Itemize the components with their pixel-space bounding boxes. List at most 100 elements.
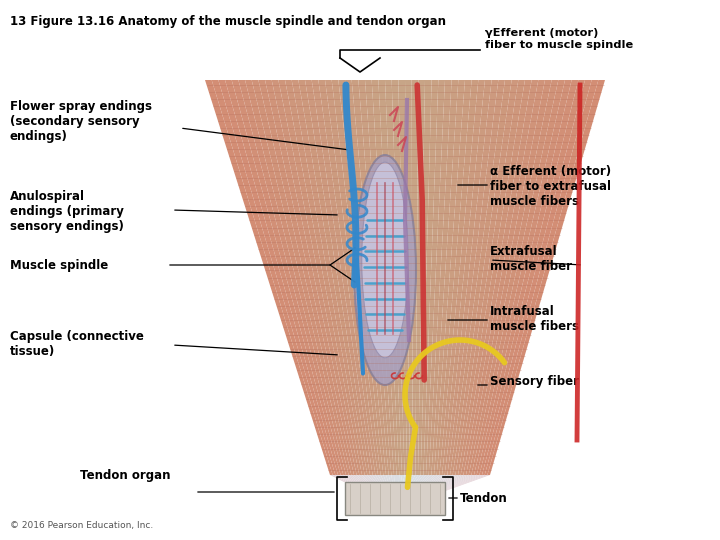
Polygon shape (389, 475, 396, 505)
Polygon shape (365, 80, 397, 475)
Polygon shape (400, 475, 431, 505)
Ellipse shape (354, 155, 416, 385)
Text: Capsule (connective
tissue): Capsule (connective tissue) (10, 330, 144, 358)
Polygon shape (402, 475, 455, 505)
Polygon shape (398, 80, 410, 475)
Polygon shape (474, 80, 572, 475)
Polygon shape (404, 475, 472, 505)
Polygon shape (341, 475, 392, 505)
Polygon shape (402, 475, 447, 505)
Polygon shape (431, 80, 465, 475)
Polygon shape (428, 80, 459, 475)
Text: γEfferent (motor)
fiber to muscle spindle: γEfferent (motor) fiber to muscle spindl… (485, 28, 634, 50)
Polygon shape (455, 80, 525, 475)
Polygon shape (330, 475, 390, 505)
Polygon shape (333, 475, 390, 505)
Polygon shape (381, 475, 395, 505)
Polygon shape (485, 80, 598, 475)
Polygon shape (402, 475, 458, 505)
Polygon shape (305, 80, 373, 475)
Polygon shape (423, 80, 445, 475)
Polygon shape (318, 80, 378, 475)
Polygon shape (469, 80, 558, 475)
Polygon shape (362, 475, 393, 505)
Polygon shape (338, 80, 386, 475)
Polygon shape (332, 80, 383, 475)
Polygon shape (447, 80, 505, 475)
Polygon shape (218, 80, 338, 475)
Polygon shape (325, 80, 381, 475)
Polygon shape (401, 475, 445, 505)
Text: Muscle spindle: Muscle spindle (10, 259, 108, 272)
Polygon shape (232, 80, 343, 475)
Polygon shape (225, 80, 341, 475)
Polygon shape (338, 475, 391, 505)
Polygon shape (285, 80, 364, 475)
Polygon shape (397, 475, 405, 505)
Polygon shape (367, 475, 394, 505)
Polygon shape (399, 475, 423, 505)
Polygon shape (400, 475, 428, 505)
Polygon shape (245, 80, 348, 475)
Polygon shape (386, 475, 396, 505)
Polygon shape (439, 80, 485, 475)
Polygon shape (458, 80, 531, 475)
Polygon shape (346, 475, 392, 505)
Polygon shape (406, 475, 490, 505)
Polygon shape (472, 80, 565, 475)
Polygon shape (487, 80, 605, 475)
Polygon shape (370, 475, 395, 505)
Polygon shape (252, 80, 351, 475)
Polygon shape (354, 475, 392, 505)
Polygon shape (397, 475, 402, 505)
Polygon shape (373, 475, 395, 505)
Polygon shape (265, 80, 356, 475)
Polygon shape (404, 475, 469, 505)
Polygon shape (418, 80, 432, 475)
Polygon shape (398, 475, 413, 505)
Polygon shape (482, 80, 592, 475)
Polygon shape (364, 475, 394, 505)
Polygon shape (434, 80, 472, 475)
Polygon shape (394, 475, 397, 505)
Polygon shape (378, 80, 402, 475)
Polygon shape (403, 475, 464, 505)
Polygon shape (420, 80, 438, 475)
Polygon shape (403, 475, 466, 505)
Polygon shape (345, 80, 389, 475)
Polygon shape (400, 475, 436, 505)
Polygon shape (359, 80, 394, 475)
Text: © 2016 Pearson Education, Inc.: © 2016 Pearson Education, Inc. (10, 521, 153, 530)
Text: Intrafusal
muscle fibers: Intrafusal muscle fibers (490, 305, 579, 333)
Text: Anulospiral
endings (primary
sensory endings): Anulospiral endings (primary sensory end… (10, 190, 124, 233)
Polygon shape (351, 475, 392, 505)
Polygon shape (343, 475, 392, 505)
Polygon shape (392, 80, 408, 475)
Polygon shape (385, 80, 405, 475)
Polygon shape (348, 475, 392, 505)
Polygon shape (238, 80, 346, 475)
Polygon shape (453, 80, 518, 475)
Polygon shape (279, 80, 362, 475)
Polygon shape (404, 475, 474, 505)
Polygon shape (412, 80, 418, 475)
Polygon shape (405, 475, 487, 505)
Polygon shape (402, 475, 453, 505)
Polygon shape (397, 475, 408, 505)
Text: α Efferent (motor)
fiber to extrafusal
muscle fibers: α Efferent (motor) fiber to extrafusal m… (490, 165, 611, 208)
Polygon shape (359, 475, 393, 505)
Polygon shape (356, 475, 393, 505)
Text: 13 Figure 13.16 Anatomy of the muscle spindle and tendon organ: 13 Figure 13.16 Anatomy of the muscle sp… (10, 15, 446, 28)
Polygon shape (400, 475, 434, 505)
Polygon shape (372, 80, 400, 475)
Polygon shape (436, 80, 478, 475)
Polygon shape (450, 80, 512, 475)
Polygon shape (399, 475, 418, 505)
Polygon shape (378, 475, 395, 505)
Polygon shape (383, 475, 395, 505)
Text: Flower spray endings
(secondary sensory
endings): Flower spray endings (secondary sensory … (10, 100, 152, 143)
Polygon shape (212, 80, 336, 475)
Text: Sensory fiber: Sensory fiber (490, 375, 579, 388)
Polygon shape (400, 475, 426, 505)
Polygon shape (405, 475, 485, 505)
